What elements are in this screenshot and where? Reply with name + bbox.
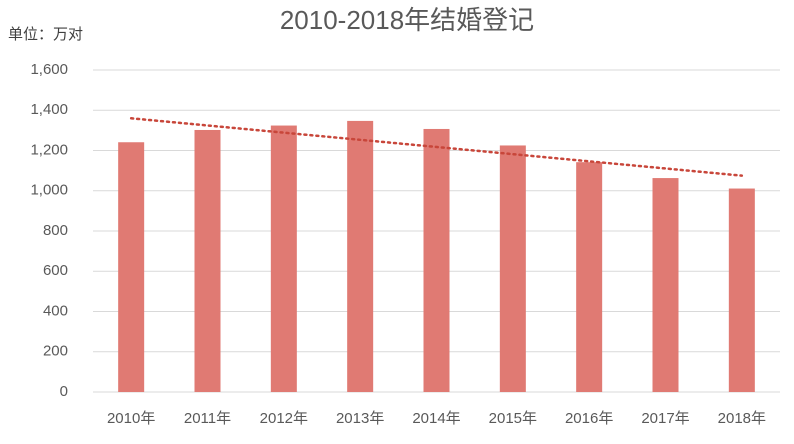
y-tick-label: 0 xyxy=(60,383,68,400)
y-tick-label: 1,000 xyxy=(30,182,68,199)
y-tick-label: 1,600 xyxy=(30,61,68,78)
bar xyxy=(194,129,221,392)
y-tick-label: 1,200 xyxy=(30,141,68,158)
chart-title: 2010-2018年结婚登记 xyxy=(280,5,534,35)
bar xyxy=(576,162,603,392)
bar xyxy=(423,128,450,392)
bar xyxy=(652,178,679,392)
x-tick-label: 2015年 xyxy=(489,410,537,427)
bar xyxy=(270,125,297,393)
bar xyxy=(728,188,755,392)
x-tick-label: 2014年 xyxy=(412,410,460,427)
x-tick-label: 2011年 xyxy=(184,410,231,427)
y-tick-label: 1,400 xyxy=(30,101,68,118)
x-tick-label: 2018年 xyxy=(718,410,766,427)
bar xyxy=(347,120,374,392)
x-tick-label: 2012年 xyxy=(260,410,308,427)
y-tick-label: 600 xyxy=(43,262,68,279)
y-axis-label: 单位：万对 xyxy=(8,26,83,43)
y-tick-label: 200 xyxy=(43,343,68,360)
bar xyxy=(499,145,526,392)
x-tick-label: 2016年 xyxy=(565,410,613,427)
x-tick-label: 2013年 xyxy=(336,410,384,427)
bar xyxy=(118,142,145,392)
y-tick-label: 800 xyxy=(43,222,68,239)
trend-line xyxy=(129,117,744,177)
x-tick-label: 2017年 xyxy=(641,410,689,427)
x-tick-label: 2010年 xyxy=(107,410,155,427)
y-tick-label: 400 xyxy=(43,302,68,319)
